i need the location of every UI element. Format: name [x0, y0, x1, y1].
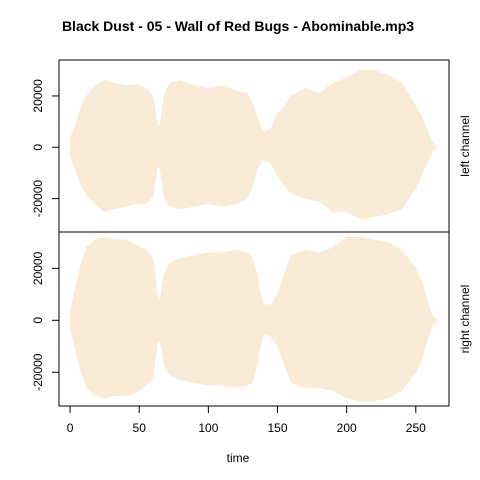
x-tick-label: 150 — [267, 421, 287, 435]
x-axis-title: time — [227, 451, 250, 465]
left-channel-label: left channel — [458, 115, 472, 176]
left-y-tick-label: 0 — [31, 144, 45, 151]
left-y-tick-label: -20000 — [31, 180, 45, 218]
right-y-tick-label: -20000 — [31, 353, 45, 391]
x-tick-label: 100 — [198, 421, 218, 435]
right-channel-panel: -20000 0 20000 right channel — [31, 231, 472, 407]
right-y-tick-label: 0 — [31, 317, 45, 324]
right-channel-label: right channel — [458, 285, 472, 354]
right-channel-waveform — [69, 236, 437, 402]
x-tick-label: 50 — [133, 421, 147, 435]
x-tick-label: 200 — [337, 421, 357, 435]
x-tick-label: 250 — [406, 421, 426, 435]
left-channel-panel: -20000 0 20000 left channel — [31, 59, 472, 233]
left-y-tick-label: 20000 — [31, 79, 45, 113]
left-channel-waveform — [69, 70, 437, 220]
x-axis: 0 50 100 150 200 250 — [67, 406, 426, 435]
right-channel-frame — [58, 231, 450, 407]
x-tick-label: 0 — [67, 421, 74, 435]
chart-title: Black Dust - 05 - Wall of Red Bugs - Abo… — [62, 18, 414, 34]
right-y-tick-label: 20000 — [31, 251, 45, 285]
